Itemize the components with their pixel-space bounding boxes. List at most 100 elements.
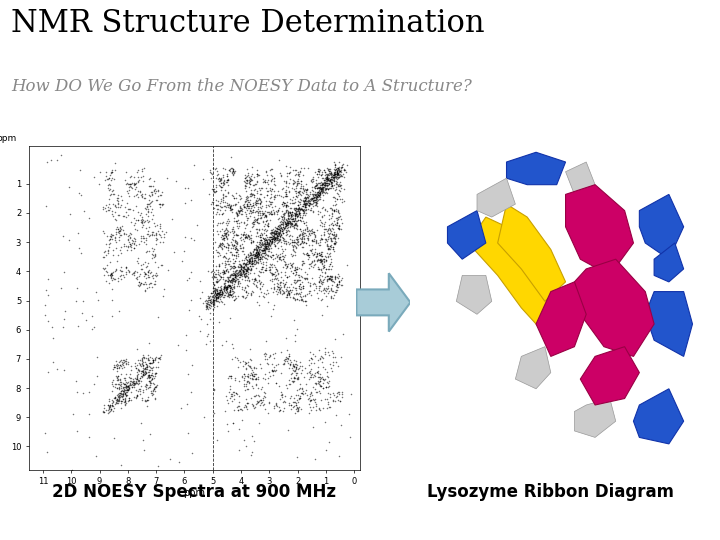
Point bbox=[105, 232, 117, 241]
Point bbox=[336, 388, 348, 396]
Point bbox=[295, 287, 307, 296]
Point bbox=[311, 199, 323, 207]
Point bbox=[128, 180, 140, 188]
Point bbox=[204, 301, 215, 309]
Point bbox=[271, 279, 282, 288]
Point bbox=[333, 221, 345, 230]
Point bbox=[297, 204, 308, 213]
Point bbox=[258, 238, 270, 247]
Point bbox=[305, 226, 317, 235]
Point bbox=[290, 170, 302, 179]
Point bbox=[111, 383, 122, 392]
Point bbox=[259, 239, 271, 247]
Point bbox=[130, 375, 142, 383]
Point bbox=[226, 241, 238, 249]
Point bbox=[274, 225, 285, 234]
Point bbox=[114, 226, 126, 234]
Point bbox=[140, 367, 151, 376]
Point bbox=[284, 209, 295, 218]
Point bbox=[307, 185, 318, 194]
Point bbox=[253, 242, 265, 251]
Point bbox=[283, 380, 294, 388]
Point bbox=[221, 396, 233, 404]
Point bbox=[311, 239, 323, 247]
Point bbox=[316, 211, 328, 220]
Point bbox=[293, 186, 305, 195]
Point bbox=[112, 202, 123, 211]
Point bbox=[129, 379, 140, 387]
Point bbox=[288, 397, 300, 406]
Point bbox=[328, 177, 340, 186]
Point bbox=[202, 267, 213, 275]
Point bbox=[288, 316, 300, 325]
Point bbox=[297, 258, 309, 267]
Point bbox=[220, 291, 231, 299]
Point bbox=[301, 391, 312, 400]
Point bbox=[106, 402, 117, 410]
Point bbox=[343, 409, 354, 418]
Point bbox=[114, 202, 125, 211]
Point bbox=[243, 377, 255, 386]
Point bbox=[183, 274, 194, 282]
Point bbox=[258, 289, 270, 298]
Point bbox=[211, 286, 222, 294]
Point bbox=[259, 178, 271, 186]
Point bbox=[269, 230, 280, 238]
Point bbox=[244, 266, 256, 274]
Point bbox=[239, 273, 251, 281]
Point bbox=[290, 219, 302, 227]
Point bbox=[276, 218, 287, 226]
Point bbox=[118, 374, 130, 382]
Point bbox=[135, 368, 147, 377]
Point bbox=[330, 172, 341, 180]
Point bbox=[259, 212, 271, 220]
Point bbox=[260, 210, 271, 219]
Point bbox=[109, 234, 121, 242]
Point bbox=[110, 229, 122, 238]
Point bbox=[261, 186, 273, 195]
Point bbox=[305, 364, 316, 373]
Point bbox=[42, 275, 53, 284]
Point bbox=[302, 193, 313, 201]
Point bbox=[279, 192, 290, 200]
Point bbox=[210, 297, 221, 306]
Point bbox=[109, 383, 121, 391]
Point bbox=[300, 187, 312, 196]
Point bbox=[235, 230, 247, 239]
Point bbox=[176, 257, 188, 266]
Point bbox=[125, 240, 137, 249]
Point bbox=[328, 193, 340, 202]
Point bbox=[333, 169, 344, 178]
Point bbox=[266, 277, 278, 286]
Point bbox=[143, 174, 155, 183]
Point bbox=[131, 273, 143, 281]
Point bbox=[286, 238, 297, 247]
Point bbox=[319, 183, 330, 192]
Point bbox=[134, 374, 145, 383]
Point bbox=[318, 255, 330, 264]
Point bbox=[222, 277, 234, 286]
Point bbox=[284, 167, 296, 176]
Point bbox=[215, 243, 227, 252]
Point bbox=[320, 184, 332, 193]
Point bbox=[319, 285, 330, 294]
Point bbox=[299, 186, 310, 195]
Point bbox=[105, 269, 117, 278]
Point bbox=[310, 193, 322, 202]
Point bbox=[143, 217, 155, 225]
Point bbox=[64, 210, 76, 219]
Point bbox=[217, 196, 229, 205]
Point bbox=[223, 275, 235, 284]
Point bbox=[327, 170, 338, 178]
Point bbox=[280, 219, 292, 228]
Point bbox=[266, 238, 278, 246]
Point bbox=[240, 380, 251, 388]
Point bbox=[323, 245, 335, 253]
Point bbox=[222, 178, 233, 187]
Point bbox=[212, 197, 223, 206]
Point bbox=[258, 212, 270, 221]
Point bbox=[282, 206, 294, 215]
Point bbox=[310, 191, 321, 199]
Point bbox=[147, 379, 158, 388]
Polygon shape bbox=[580, 347, 639, 405]
